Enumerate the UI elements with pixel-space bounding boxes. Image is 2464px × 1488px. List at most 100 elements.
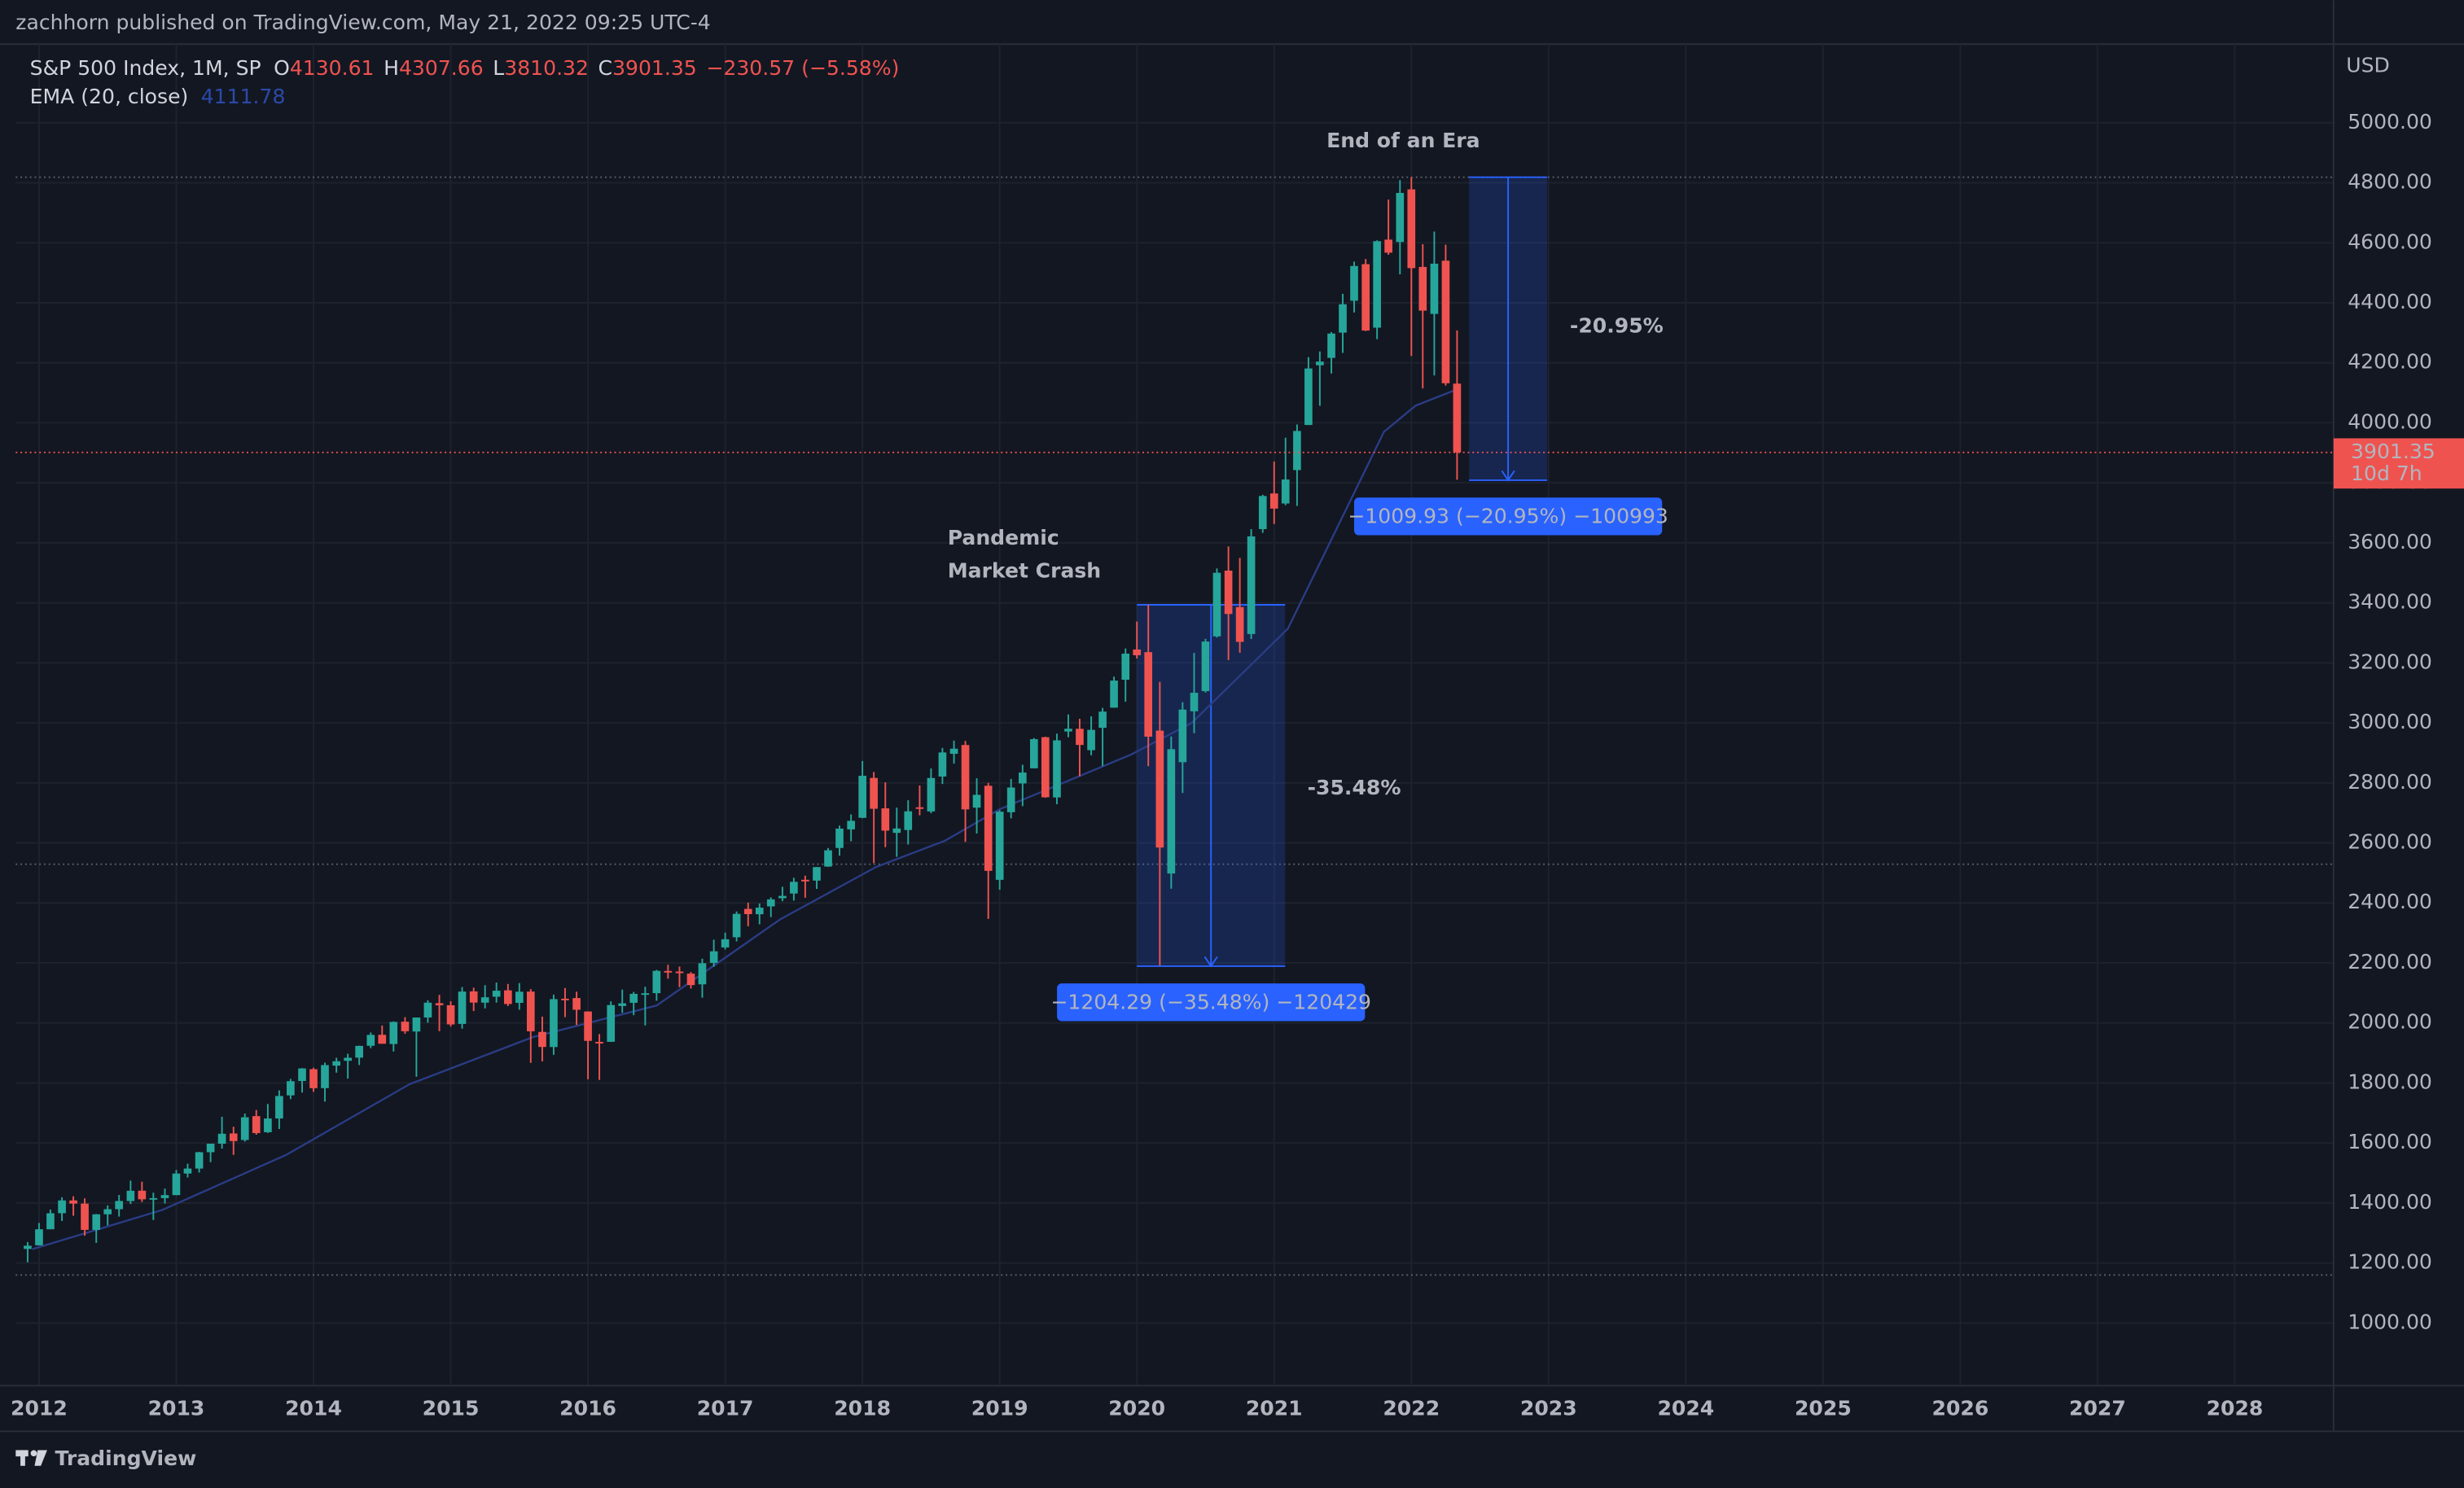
legend-l: L [493, 56, 504, 80]
y-tick-label: 4600.00 [2348, 230, 2432, 253]
x-tick-label: 2020 [1108, 1396, 1165, 1420]
candle-body [69, 1200, 77, 1204]
candle-body [904, 811, 913, 830]
candle-body [995, 812, 1004, 880]
candle-body [1304, 368, 1313, 426]
candle-body [743, 908, 752, 914]
candle-body [275, 1096, 283, 1119]
x-tick-label: 2021 [1246, 1396, 1303, 1420]
y-tick-label: 3200.00 [2348, 650, 2432, 673]
candle-body [1006, 787, 1015, 812]
plot-area [0, 0, 2464, 1432]
candle-body [1407, 189, 1416, 269]
candle-body [949, 748, 958, 755]
candle-body [480, 997, 489, 1003]
candle-body [446, 1004, 455, 1025]
legend-o-value: 4130.61 [290, 56, 375, 80]
footer-logo [15, 1450, 47, 1466]
y-tick-label: 3600.00 [2348, 530, 2432, 554]
x-tick-label: 2015 [423, 1396, 480, 1420]
candle-body [458, 991, 467, 1024]
candle-body [412, 1018, 421, 1032]
candle-body [526, 991, 535, 1031]
candle-body [492, 991, 501, 997]
legend-ema-name: EMA (20, close) [30, 85, 189, 108]
x-tick-label: 2027 [2069, 1396, 2126, 1420]
candle-body [435, 1003, 444, 1005]
candle-body [332, 1061, 340, 1066]
candle-body [938, 752, 947, 777]
y-tick-label: 4200.00 [2348, 350, 2432, 374]
measure-label: −1204.29 (−35.48%) −120429 [1050, 990, 1371, 1013]
legend-ema-value: 4111.78 [201, 85, 286, 108]
x-tick-label: 2028 [2207, 1396, 2264, 1420]
legend-change: −230.57 (−5.58%) [706, 56, 899, 80]
candle-body [1224, 571, 1233, 615]
candle-body [1281, 479, 1290, 504]
candle-body [229, 1133, 238, 1141]
y-tick-label: 3000.00 [2348, 710, 2432, 733]
annotation: Market Crash [948, 559, 1101, 583]
y-tick-label: 4400.00 [2348, 290, 2432, 313]
candle-body [572, 998, 581, 1010]
candle-body [858, 776, 866, 818]
candle-body [629, 993, 638, 1003]
measure-arrowhead [1501, 470, 1515, 482]
candle-body [35, 1229, 43, 1245]
y-tick-label: 1800.00 [2348, 1070, 2432, 1093]
candle-body [287, 1081, 295, 1096]
x-tick-label: 2018 [834, 1396, 891, 1420]
candle-body [892, 828, 901, 834]
legend-h: H [384, 56, 399, 80]
candle-body [195, 1152, 204, 1169]
candle-body [160, 1195, 169, 1198]
candle-body [755, 908, 764, 915]
candle-body [1041, 737, 1050, 798]
candle-body [366, 1035, 375, 1046]
candle-body [1087, 729, 1095, 751]
candle-body [813, 867, 821, 881]
candle-body [1327, 333, 1335, 358]
candle-body [1076, 729, 1084, 746]
legend-l-value: 3810.32 [504, 56, 589, 80]
candle-body [881, 808, 890, 831]
candle-body [321, 1065, 329, 1088]
candle-body [1441, 260, 1450, 383]
x-tick-label: 2013 [148, 1396, 205, 1420]
candle-body [972, 794, 981, 808]
candle-body [183, 1168, 192, 1174]
candle-body [561, 998, 569, 1000]
candle-body [824, 850, 832, 867]
candle-body [721, 939, 730, 948]
candle-body [1019, 772, 1027, 784]
candle-body [1396, 193, 1405, 243]
candle-body [1178, 709, 1187, 763]
x-tick-label: 2025 [1795, 1396, 1852, 1420]
candle-body [1269, 493, 1278, 509]
y-tick-label: 2600.00 [2348, 830, 2432, 854]
candle-body [1110, 681, 1118, 708]
candle-body [1293, 431, 1301, 470]
candle-body [984, 786, 993, 871]
candle-body [92, 1214, 101, 1230]
header-text: zachhorn published on TradingView.com, M… [15, 11, 710, 34]
y-tick-label: 3400.00 [2348, 590, 2432, 614]
legend-ema: EMA (20, close) 4111.78 [30, 85, 286, 108]
currency: USD [2346, 53, 2390, 77]
measure-percent: -35.48% [1308, 776, 1401, 799]
candle-body [709, 951, 718, 963]
candle-body [915, 807, 924, 809]
legend-h-value: 4307.66 [399, 56, 484, 80]
measure-label-bg [1057, 983, 1366, 1022]
candle-body [584, 1011, 592, 1041]
candle-body [504, 990, 512, 1004]
candle-body [252, 1116, 261, 1133]
candle-body [595, 1041, 603, 1044]
price-tag-value: 3901.35 [2351, 440, 2436, 463]
candle-body [344, 1057, 352, 1061]
y-tick-label: 1000.00 [2348, 1310, 2432, 1333]
y-tick-label: 1400.00 [2348, 1190, 2432, 1214]
candle-body [1418, 266, 1427, 311]
